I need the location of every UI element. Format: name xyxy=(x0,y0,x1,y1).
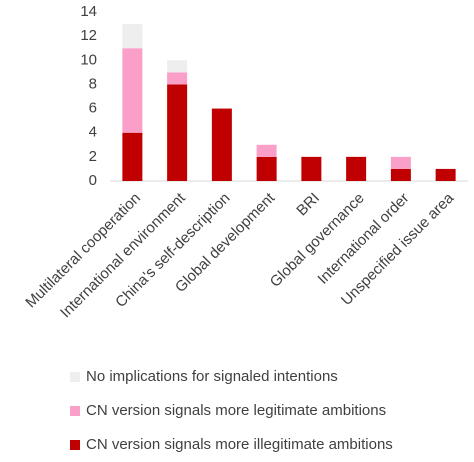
legend-label: CN version signals more legitimate ambit… xyxy=(86,402,386,419)
y-tick-label: 2 xyxy=(89,148,97,165)
legend-swatch xyxy=(70,440,80,450)
bar-segment xyxy=(346,156,367,181)
bar-segment xyxy=(256,144,277,157)
y-tick-label: 0 xyxy=(89,172,97,189)
bar-segment xyxy=(167,72,188,85)
legend-label: CN version signals more illegitimate amb… xyxy=(86,436,393,453)
bar-segment xyxy=(211,108,232,181)
bar-segment xyxy=(435,168,456,181)
y-tick-label: 4 xyxy=(89,124,97,141)
bar-segment xyxy=(390,156,411,169)
y-tick-label: 6 xyxy=(89,100,97,117)
legend-label: No implications for signaled intentions xyxy=(86,368,338,385)
bar-segment xyxy=(167,84,188,181)
y-tick-label: 8 xyxy=(89,75,97,92)
bar-segment xyxy=(301,156,322,181)
bar-segment xyxy=(256,156,277,181)
bar-segment xyxy=(390,168,411,181)
bar-segment xyxy=(122,132,143,181)
y-tick-label: 10 xyxy=(80,51,97,68)
x-tick-label: BRI xyxy=(293,190,323,220)
legend-swatch xyxy=(70,406,80,416)
y-tick-label: 14 xyxy=(80,3,97,20)
legend-swatch xyxy=(70,372,80,382)
bar-segment xyxy=(122,24,143,49)
bar-segment xyxy=(122,48,143,133)
y-tick-label: 12 xyxy=(80,27,97,44)
bar-segment xyxy=(167,60,188,73)
